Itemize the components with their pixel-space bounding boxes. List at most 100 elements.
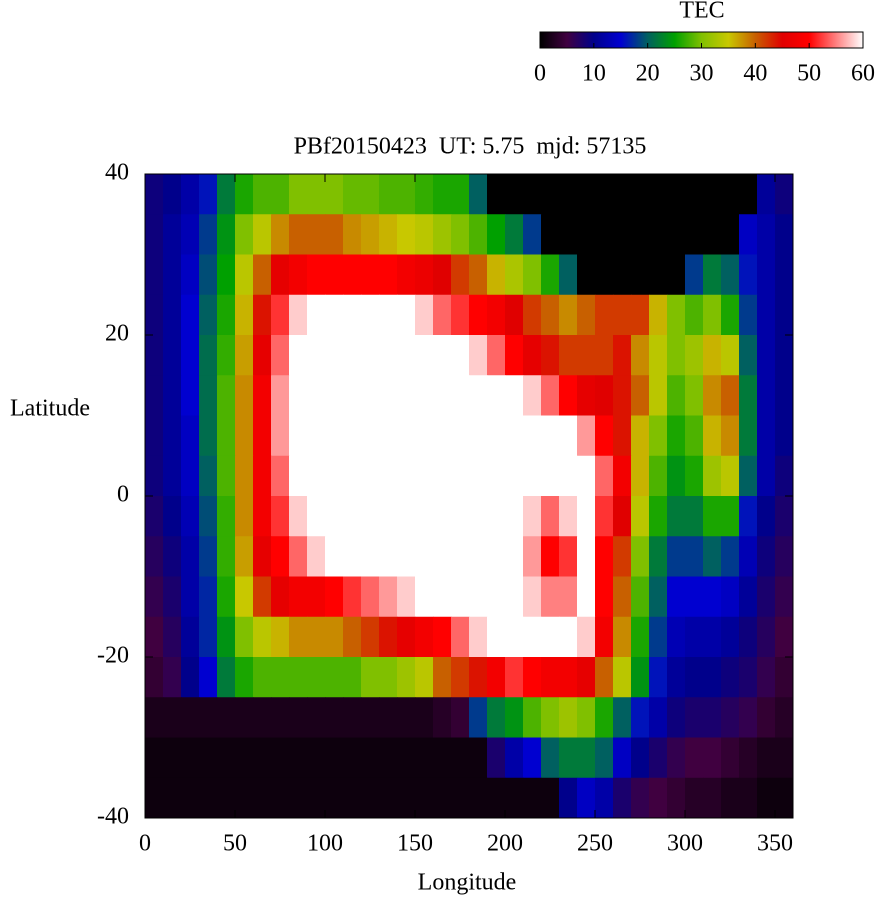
- heat-cell: [415, 214, 434, 255]
- heat-cell: [163, 616, 182, 658]
- heat-cell: [649, 294, 668, 336]
- heat-cell: [721, 536, 740, 577]
- heat-cell: [721, 415, 740, 457]
- heat-cell: [451, 657, 470, 698]
- heat-cell: [739, 657, 758, 698]
- heat-cell: [757, 697, 776, 738]
- heat-cell: [487, 214, 506, 255]
- heat-cell: [415, 174, 434, 215]
- heat-cell: [703, 777, 722, 819]
- heat-cell: [631, 737, 650, 779]
- heat-cell: [433, 174, 452, 215]
- heat-cell: [199, 777, 218, 819]
- heat-cell: [361, 214, 380, 255]
- heat-cell: [487, 415, 506, 457]
- heat-cell: [667, 496, 686, 537]
- heat-cell: [505, 777, 524, 819]
- heat-cell: [505, 657, 524, 698]
- heat-cell: [415, 254, 434, 296]
- heat-cell: [757, 174, 776, 215]
- heat-cell: [487, 616, 506, 658]
- heat-cell: [721, 214, 740, 255]
- heat-cell: [721, 616, 740, 658]
- heat-cell: [631, 576, 650, 618]
- heat-cell: [451, 214, 470, 255]
- heat-cell: [487, 657, 506, 698]
- heat-cell: [649, 335, 668, 376]
- heat-cell: [631, 335, 650, 376]
- heat-cell: [415, 616, 434, 658]
- y-tick-label: 0: [117, 482, 129, 508]
- heat-cell: [199, 455, 218, 497]
- heat-cell: [577, 737, 596, 779]
- heat-cell: [721, 174, 740, 215]
- heat-cell: [397, 777, 416, 819]
- heat-cell: [721, 375, 740, 416]
- heat-cell: [667, 254, 686, 296]
- heat-cell: [631, 697, 650, 738]
- heat-cell: [253, 777, 272, 819]
- heat-cell: [649, 455, 668, 497]
- heat-cell: [523, 375, 542, 416]
- heat-cell: [667, 294, 686, 336]
- heat-cell: [757, 294, 776, 336]
- heat-cell: [163, 496, 182, 537]
- heat-cell: [379, 294, 398, 336]
- heat-cell: [163, 174, 182, 215]
- heat-cell: [775, 737, 794, 779]
- heat-cell: [289, 335, 308, 376]
- heat-cell: [577, 657, 596, 698]
- heat-cell: [325, 536, 344, 577]
- heat-cell: [487, 576, 506, 618]
- heat-cell: [595, 697, 614, 738]
- heat-cell: [757, 616, 776, 658]
- heat-cell: [433, 737, 452, 779]
- heat-cell: [685, 777, 704, 819]
- heat-cell: [325, 254, 344, 296]
- heat-cell: [307, 375, 326, 416]
- heat-cell: [721, 576, 740, 618]
- heat-cell: [739, 697, 758, 738]
- heat-cell: [667, 335, 686, 376]
- heat-cell: [523, 536, 542, 577]
- heat-cell: [505, 254, 524, 296]
- heat-cell: [253, 415, 272, 457]
- x-tick-label: 0: [139, 831, 151, 857]
- heat-cell: [559, 415, 578, 457]
- heat-cell: [505, 576, 524, 618]
- heat-cell: [541, 294, 560, 336]
- heat-cell: [667, 576, 686, 618]
- heat-cell: [253, 737, 272, 779]
- heat-cell: [343, 174, 362, 215]
- heat-cell: [541, 375, 560, 416]
- heat-cell: [343, 254, 362, 296]
- heat-cell: [631, 777, 650, 819]
- heat-cell: [361, 657, 380, 698]
- heat-cell: [199, 214, 218, 255]
- heat-cell: [235, 214, 254, 255]
- heat-cell: [415, 576, 434, 618]
- heat-cell: [451, 576, 470, 618]
- heat-cell: [469, 576, 488, 618]
- y-tick-label: 20: [105, 321, 129, 347]
- heat-cell: [217, 174, 236, 215]
- chart-title: PBf20150423 UT: 5.75 mjd: 57135: [294, 134, 647, 160]
- heat-cell: [577, 616, 596, 658]
- heat-cell: [397, 657, 416, 698]
- heat-cell: [595, 335, 614, 376]
- heat-cell: [649, 496, 668, 537]
- heat-cell: [397, 576, 416, 618]
- heat-cell: [217, 657, 236, 698]
- heat-cell: [685, 697, 704, 738]
- heat-cell: [217, 496, 236, 537]
- heat-cell: [235, 375, 254, 416]
- heat-cell: [631, 294, 650, 336]
- heat-cell: [289, 657, 308, 698]
- heat-cell: [325, 335, 344, 376]
- heat-cell: [775, 697, 794, 738]
- heat-cell: [505, 496, 524, 537]
- heat-cell: [145, 375, 164, 416]
- heat-cell: [775, 335, 794, 376]
- heat-cell: [595, 496, 614, 537]
- heat-cell: [451, 294, 470, 336]
